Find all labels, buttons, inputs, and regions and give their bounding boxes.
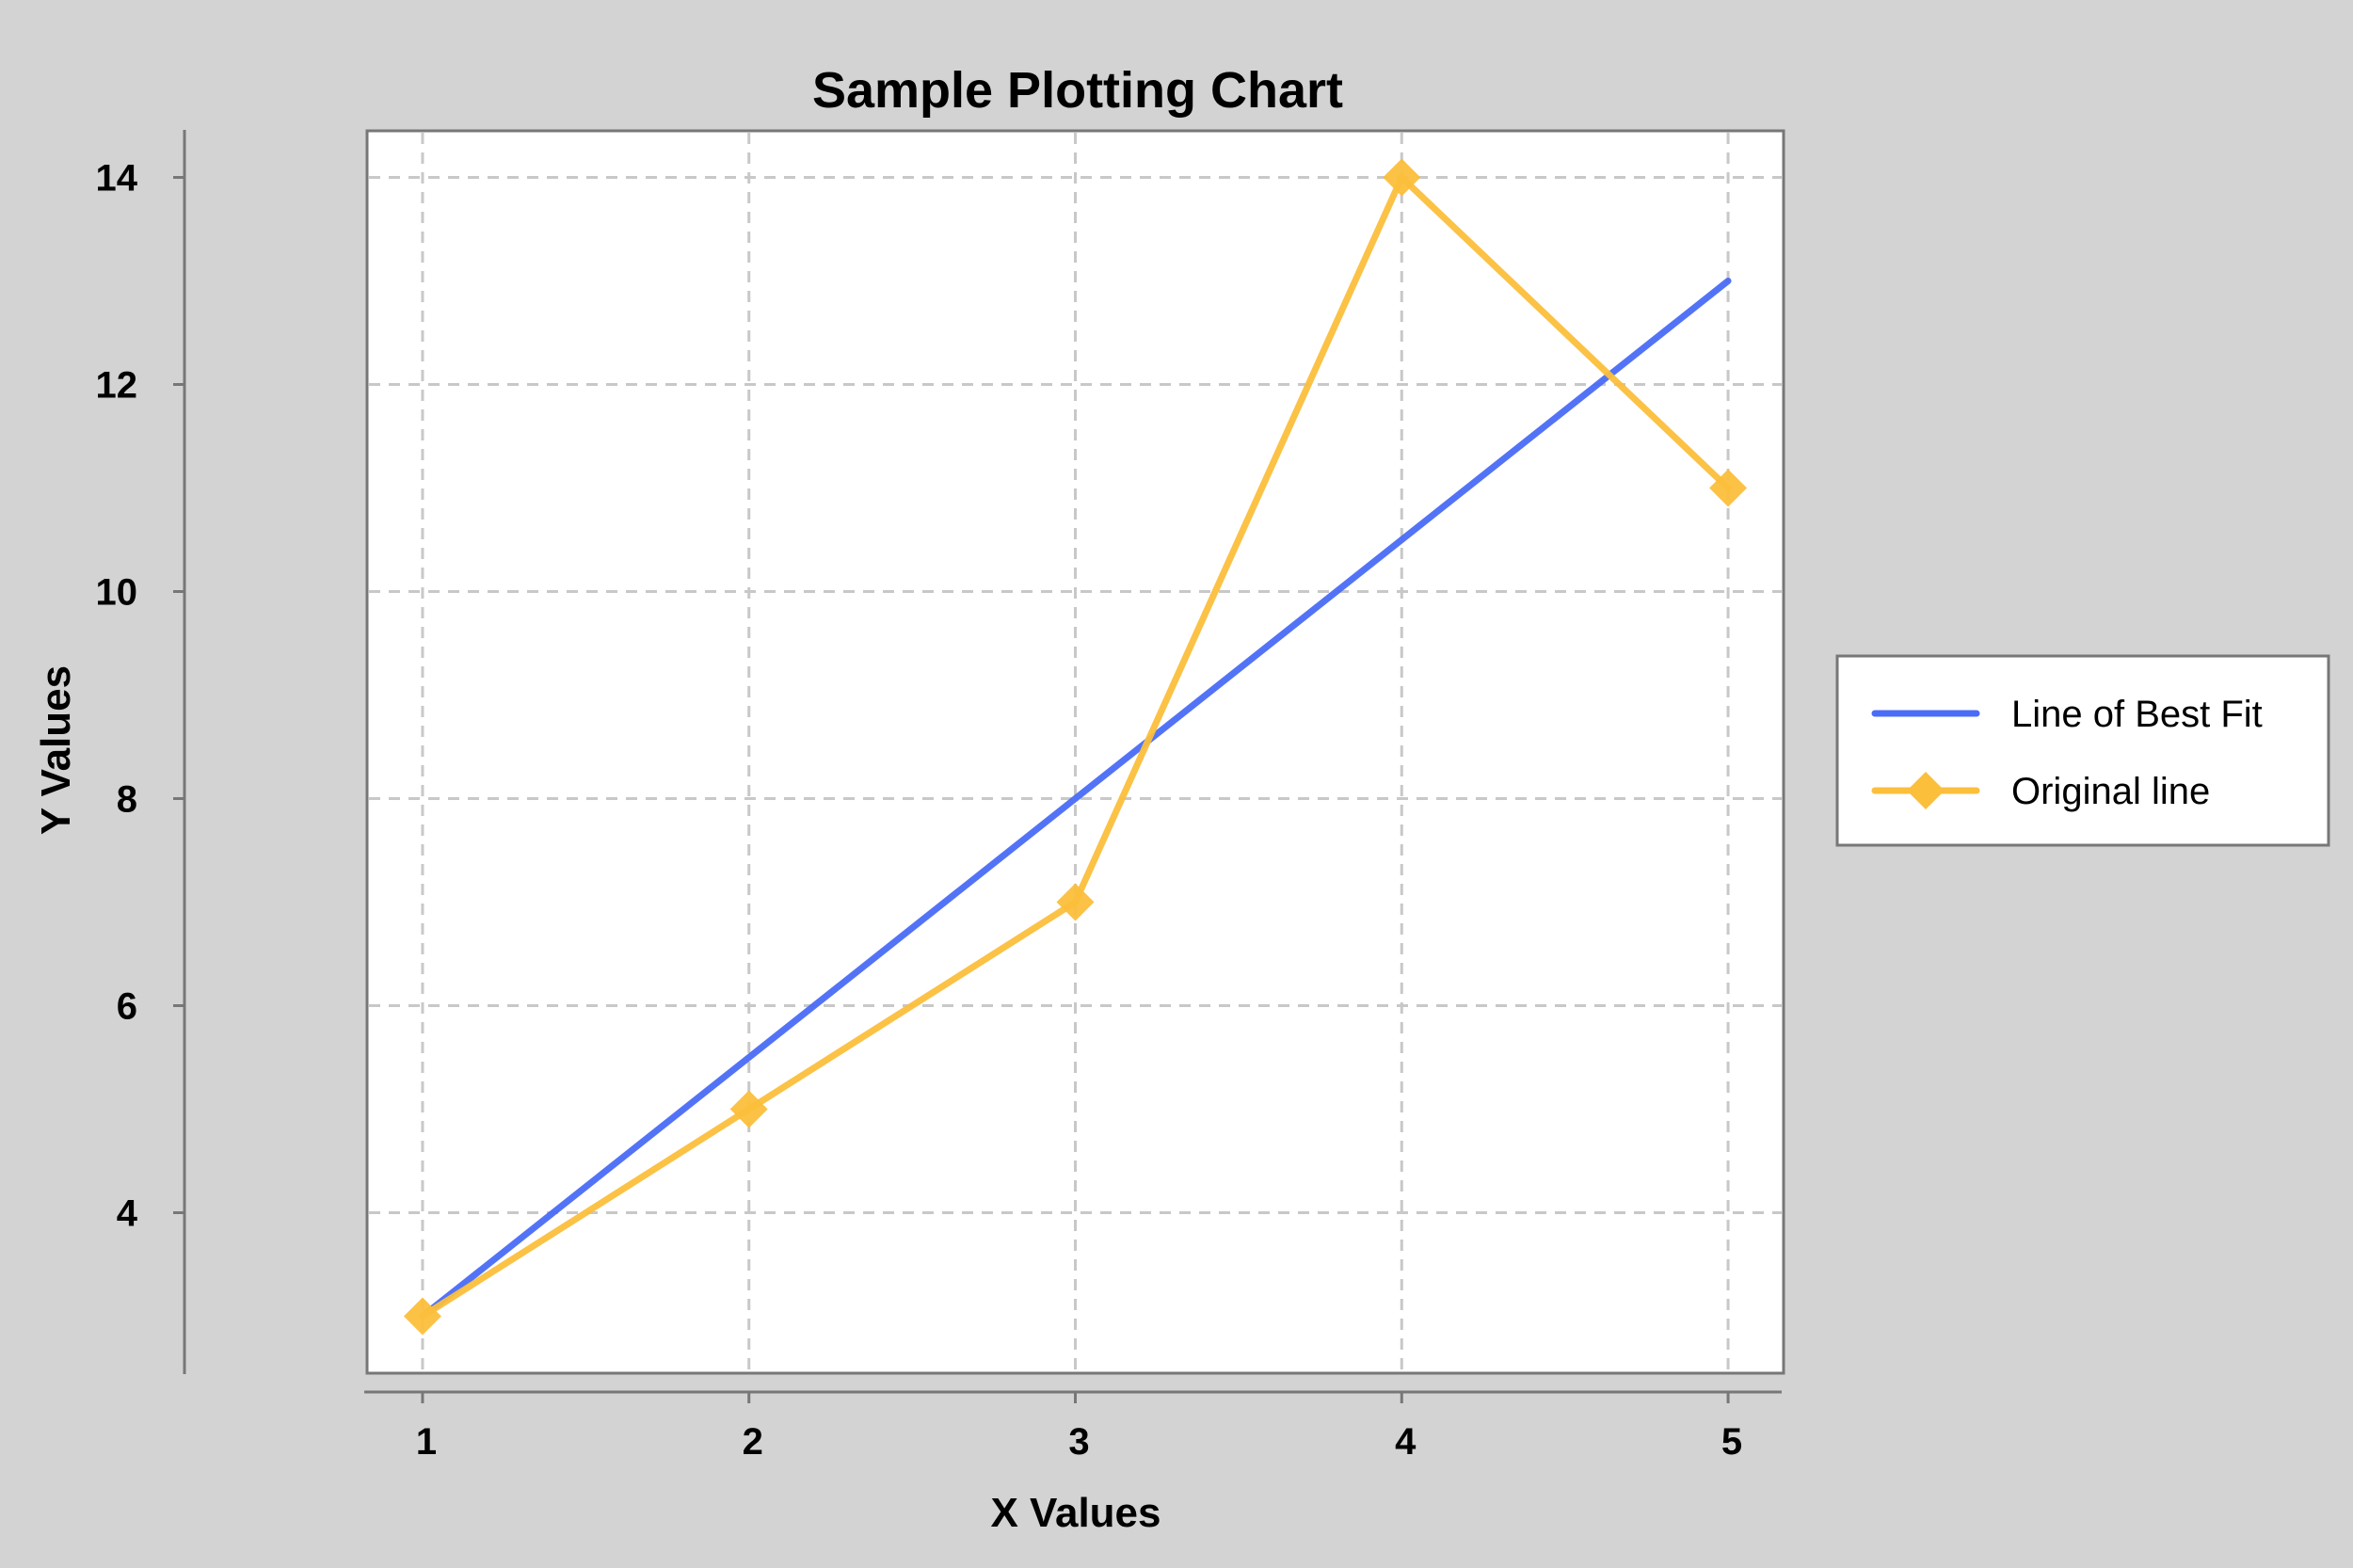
x-tick-label: 2 bbox=[743, 1421, 763, 1463]
y-tick-label: 6 bbox=[117, 986, 137, 1028]
x-tick-label: 3 bbox=[1068, 1421, 1089, 1463]
x-ticks: 1 2 3 4 5 bbox=[416, 1392, 1742, 1463]
y-tick-label: 12 bbox=[96, 365, 138, 407]
legend-label-best-fit: Line of Best Fit bbox=[2011, 694, 2263, 735]
legend-label-original: Original line bbox=[2011, 771, 2210, 812]
series bbox=[403, 158, 1748, 1336]
legend: Line of Best Fit Original line bbox=[1835, 654, 2330, 847]
data-point-original bbox=[729, 1090, 768, 1128]
x-tick-label: 5 bbox=[1721, 1421, 1742, 1463]
series-line-best-fit bbox=[419, 278, 1732, 1320]
legend-marker-original bbox=[1907, 772, 1945, 809]
x-tick-label: 4 bbox=[1395, 1421, 1417, 1463]
data-point-original bbox=[1383, 158, 1421, 197]
y-tick-label: 8 bbox=[117, 779, 137, 821]
chart-title: Sample Plotting Chart bbox=[812, 62, 1343, 119]
y-axis-title: Y Values bbox=[33, 665, 79, 835]
legend-box bbox=[1835, 654, 2330, 847]
x-axis-title: X Values bbox=[990, 1490, 1160, 1536]
data-point-original bbox=[1056, 883, 1095, 921]
x-tick-label: 1 bbox=[416, 1421, 437, 1463]
data-point-original bbox=[403, 1297, 441, 1336]
y-tick-label: 14 bbox=[96, 158, 138, 200]
data-point-original bbox=[1709, 469, 1748, 507]
y-tick-label: 4 bbox=[117, 1193, 138, 1235]
y-tick-label: 10 bbox=[96, 572, 138, 614]
grid-lines bbox=[369, 133, 1782, 1371]
y-ticks: 4 6 8 10 12 14 bbox=[96, 158, 184, 1235]
